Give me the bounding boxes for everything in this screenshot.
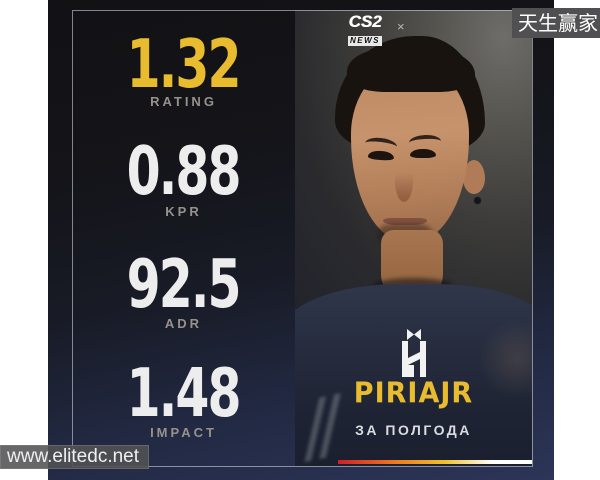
jersey-faint-emblem — [481, 316, 532, 402]
stat-rating-value: 1.32 — [72, 32, 295, 99]
stat-adr-value: 92.5 — [72, 252, 295, 319]
stat-kpr-value: 0.88 — [72, 139, 295, 206]
site-watermark: www.elitedc.net — [0, 445, 150, 469]
kpr-value: 0.88 — [126, 133, 242, 211]
bottom-gradient-bar — [338, 460, 532, 464]
cs2-news-logo: CS2 NEWS — [345, 13, 385, 48]
kpr-label: KPR — [165, 204, 202, 219]
bounty-hunters-logo-icon — [402, 329, 426, 377]
player-nose — [395, 160, 413, 202]
player-ear — [463, 160, 485, 194]
stat-rating-label: RATING — [72, 95, 295, 108]
news-logo-text: NEWS — [348, 36, 382, 46]
stat-kpr-label: KPR — [72, 205, 295, 218]
corner-watermark-badge: 天生赢家 — [512, 8, 600, 38]
impact-label: IMPACT — [150, 425, 217, 440]
player-mouth — [383, 218, 427, 225]
player-hairline — [347, 48, 475, 92]
player-name: PIRIAJR — [353, 377, 474, 410]
player-eye-right — [410, 149, 436, 158]
player-period-label: ЗА ПОЛГОДА — [355, 422, 472, 438]
impact-value: 1.48 — [126, 355, 242, 433]
adr-label: ADR — [164, 316, 203, 331]
stats-poster: 1.32 RATING 0.88 KPR 92.5 ADR 1.48 IMPAC… — [48, 0, 554, 480]
stat-adr-label: ADR — [72, 317, 295, 330]
player-earring — [473, 196, 482, 205]
adr-value: 92.5 — [126, 246, 242, 324]
rating-label: RATING — [150, 94, 217, 109]
rating-value: 1.32 — [126, 26, 242, 104]
stat-impact-value: 1.48 — [72, 361, 295, 428]
collab-x-icon: × — [397, 19, 405, 34]
stats-column: 1.32 RATING 0.88 KPR 92.5 ADR 1.48 IMPAC… — [72, 10, 295, 466]
stat-impact-label: IMPACT — [72, 426, 295, 439]
player-photo: CS2 NEWS × PIRIAJR ЗА ПОЛГОДА — [295, 10, 532, 466]
cs2-logo-text: CS2 — [348, 12, 382, 31]
